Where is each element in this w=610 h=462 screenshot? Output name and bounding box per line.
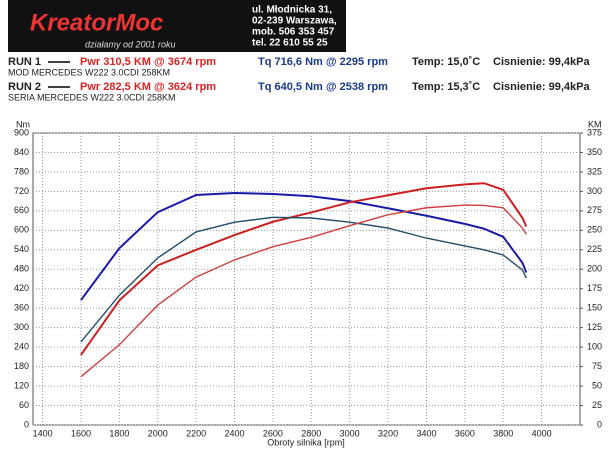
x-tick-label: 2600: [263, 428, 283, 438]
run-temp: Temp: 15,3˚C: [412, 81, 480, 93]
x-tick-label: 3000: [340, 428, 360, 438]
y-tick-label: 180: [14, 361, 29, 371]
y2-tick-label: 250: [587, 225, 602, 235]
y2-axis-title: KM: [588, 119, 602, 129]
run-power: Pwr 310,5 KM @ 3674 rpm: [80, 56, 216, 68]
y2-tick-label: 225: [587, 244, 602, 254]
tagline: działamy od 2001 roku: [85, 39, 176, 49]
y2-tick-label: 375: [587, 127, 602, 137]
x-tick-label: 3400: [416, 428, 436, 438]
series-line: [80, 182, 528, 356]
y2-tick-label: 325: [587, 166, 602, 176]
x-tick-label: 2800: [301, 428, 321, 438]
x-tick-label: 3600: [455, 428, 475, 438]
y2-tick-label: 100: [587, 342, 602, 352]
run-description: MOD MERCEDES W222 3.0CDI 258KM: [8, 67, 170, 77]
series-line: [80, 216, 527, 343]
y2-tick-label: 75: [592, 361, 602, 371]
run-label: RUN 2: [8, 81, 41, 93]
y-tick-label: 300: [14, 322, 29, 332]
y2-tick-label: 350: [587, 147, 602, 157]
y2-tick-label: 175: [587, 283, 602, 293]
x-tick-label: 3800: [493, 428, 513, 438]
x-tick-label: 2000: [148, 428, 168, 438]
x-tick-label: 4000: [532, 428, 552, 438]
y-tick-label: 720: [14, 186, 29, 196]
x-tick-label: 2400: [225, 428, 245, 438]
plot-area: [32, 132, 581, 426]
address-line: ul. Młodnicka 31,: [252, 5, 332, 16]
x-tick-label: 1600: [71, 428, 91, 438]
y-tick-label: 480: [14, 264, 29, 274]
y-tick-label: 420: [14, 283, 29, 293]
x-tick-label: 1400: [33, 428, 53, 438]
x-tick-label: 1800: [109, 428, 129, 438]
series-line: [80, 204, 527, 378]
run-power: Pwr 282,5 KM @ 3624 rpm: [80, 81, 216, 93]
x-tick-label: 2200: [186, 428, 206, 438]
y-tick-label: 540: [14, 244, 29, 254]
logo-box: [8, 0, 346, 52]
y-axis-title: Nm: [16, 119, 30, 129]
address-line: mob. 506 353 457: [252, 27, 335, 38]
address-line: 02-239 Warszawa,: [252, 16, 337, 27]
y-tick-label: 60: [19, 400, 29, 410]
x-tick-label: 3200: [378, 428, 398, 438]
run-pressure: Cisnienie: 99,4kPa: [493, 81, 590, 93]
run-torque: Tq 640,5 Nm @ 2538 rpm: [258, 81, 388, 93]
y2-tick-label: 200: [587, 264, 602, 274]
y-tick-label: 900: [14, 127, 29, 137]
run-temp: Temp: 15,0˚C: [412, 56, 480, 68]
y2-tick-label: 0: [597, 419, 602, 429]
run-description: SERIA MERCEDES W222 3.0CDI 258KM: [8, 92, 176, 102]
y-tick-label: 0: [24, 419, 29, 429]
y2-tick-label: 125: [587, 322, 602, 332]
y-tick-label: 660: [14, 205, 29, 215]
y-tick-label: 600: [14, 225, 29, 235]
y2-tick-label: 25: [592, 400, 602, 410]
y-tick-label: 360: [14, 303, 29, 313]
y2-tick-label: 50: [592, 380, 602, 390]
run-label: RUN 1: [8, 56, 41, 68]
x-axis-title: Obroty silnika [rpm]: [267, 437, 345, 447]
y-tick-label: 120: [14, 380, 29, 390]
y2-tick-label: 275: [587, 205, 602, 215]
y2-tick-label: 300: [587, 186, 602, 196]
series-line: [80, 192, 528, 301]
y-tick-label: 240: [14, 342, 29, 352]
y2-tick-label: 150: [587, 303, 602, 313]
run-pressure: Cisnienie: 99,4kPa: [493, 56, 590, 68]
y-tick-label: 780: [14, 166, 29, 176]
y-tick-label: 840: [14, 147, 29, 157]
logo: KreatorMoc: [30, 9, 163, 36]
run-torque: Tq 716,6 Nm @ 2295 rpm: [258, 56, 388, 68]
address-line: tel. 22 610 55 25: [252, 38, 328, 49]
